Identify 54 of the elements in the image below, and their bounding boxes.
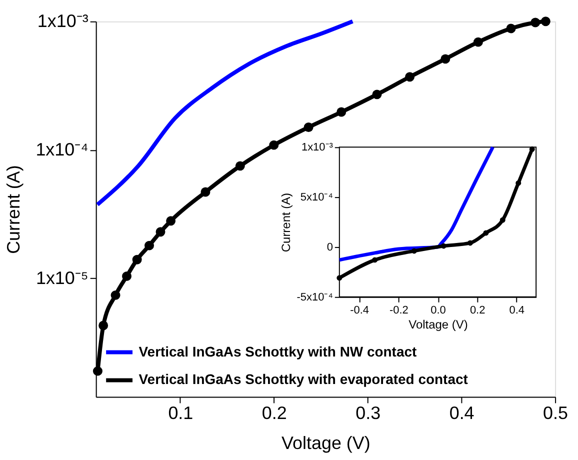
y-tick-label: 1x10⁻³ [37, 10, 88, 31]
point [440, 243, 446, 249]
y-tick-label: 1x10⁻⁵ [36, 268, 88, 288]
y-axis-title: Current (A) [278, 192, 293, 252]
point [440, 54, 450, 64]
line-series [338, 145, 495, 262]
point [336, 107, 346, 117]
point [372, 90, 382, 100]
x-axis-title: Voltage (V) [282, 433, 370, 454]
point [411, 248, 417, 254]
legend-label: Vertical InGaAs Schottky with evaporated contact [138, 371, 468, 388]
point [132, 254, 142, 264]
point [516, 180, 522, 186]
y-axis-title: Current (A) [4, 165, 24, 254]
legend-label: Vertical InGaAs Schottky with NW contact [138, 343, 417, 360]
point [166, 216, 176, 226]
x-tick-label: 0.2 [262, 403, 287, 424]
x-tick-label: 0.4 [449, 403, 474, 424]
point [144, 240, 154, 250]
x-tick-label: 0.0 [430, 304, 446, 316]
x-tick-label: -0.2 [389, 304, 408, 316]
y-tick-label: 1x10⁻⁴ [36, 139, 88, 160]
y-tick-label: 5x10⁻⁴ [300, 192, 334, 204]
point [467, 240, 473, 246]
x-axis-title: Voltage (V) [408, 317, 468, 332]
point [235, 161, 245, 171]
point [336, 275, 342, 281]
point [540, 16, 550, 26]
point [110, 290, 120, 300]
x-tick-label: 0.1 [168, 403, 194, 424]
point [473, 37, 483, 47]
point [269, 140, 279, 150]
x-tick-label: 0.3 [356, 403, 381, 424]
y-tick-label: -5x10⁻⁴ [296, 291, 334, 304]
point [122, 271, 132, 281]
x-tick-label: 0.5 [543, 403, 568, 424]
point [529, 146, 535, 152]
y-tick-label: 1x10⁻³ [301, 142, 334, 154]
point [483, 230, 489, 236]
point [372, 257, 378, 263]
point [530, 18, 540, 28]
x-tick-label: -0.4 [350, 304, 370, 316]
line-series [95, 19, 355, 207]
point [500, 217, 506, 223]
point [92, 366, 102, 376]
point [98, 320, 108, 330]
x-tick-label: 0.4 [509, 304, 525, 316]
point [200, 187, 210, 197]
point [506, 24, 516, 34]
point [304, 122, 314, 132]
y-tick-label: 0 [326, 241, 333, 254]
x-tick-label: 0.2 [470, 304, 486, 316]
point [156, 227, 166, 237]
point [405, 72, 415, 82]
